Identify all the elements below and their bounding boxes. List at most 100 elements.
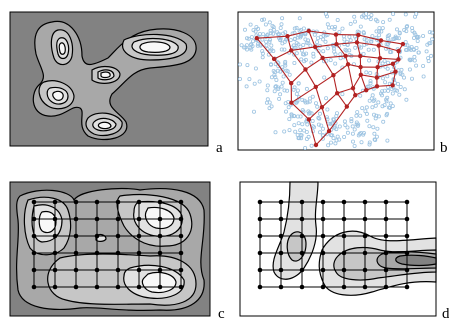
grid-node <box>73 199 79 205</box>
grid-node <box>383 267 389 273</box>
scatter-point <box>342 37 347 42</box>
scatter-point <box>264 100 269 105</box>
scatter-point <box>369 13 374 18</box>
scatter-point <box>371 125 376 130</box>
grid-node <box>299 233 305 239</box>
scatter-point <box>371 98 376 103</box>
scatter-point <box>268 62 273 67</box>
scatter-point <box>306 111 311 116</box>
panel-a-contour-level-2 <box>38 29 188 137</box>
scatter-point <box>292 114 297 119</box>
scatter-point <box>410 28 415 33</box>
som-edge <box>290 69 306 84</box>
scatter-point <box>348 21 353 26</box>
scatter-point <box>342 119 347 124</box>
scatter-point <box>261 32 266 37</box>
scatter-point <box>267 39 272 44</box>
grid-node <box>404 233 410 239</box>
scatter-point <box>371 112 376 117</box>
som-node <box>396 57 401 62</box>
som-edge <box>308 30 316 48</box>
scatter-point <box>338 52 343 57</box>
scatter-point <box>367 142 372 147</box>
som-node <box>376 43 381 48</box>
grid-node <box>115 233 121 239</box>
som-edge <box>360 74 377 79</box>
som-node <box>358 72 364 78</box>
grid-node <box>320 267 326 273</box>
grid-node <box>73 284 79 290</box>
grid-node <box>115 267 121 273</box>
som-node <box>358 53 363 59</box>
scatter-point <box>395 82 400 87</box>
scatter-point <box>294 51 299 56</box>
som-edge <box>356 42 361 57</box>
scatter-point <box>271 31 276 36</box>
som-node <box>345 62 351 67</box>
scatter-point <box>353 45 358 50</box>
som-edge <box>315 130 330 146</box>
scatter-point <box>376 100 381 105</box>
scatter-point <box>294 41 299 46</box>
scatter-point <box>373 103 378 108</box>
grid-node <box>94 284 100 290</box>
scatter-point <box>257 79 262 84</box>
scatter-point <box>286 105 291 110</box>
scatter-point <box>384 42 389 47</box>
scatter-point <box>269 75 274 80</box>
scatter-point <box>245 63 250 68</box>
grid-node <box>362 284 368 290</box>
scatter-point <box>366 84 371 89</box>
scatter-point <box>300 98 305 103</box>
scatter-point <box>239 43 244 48</box>
som-edge <box>378 45 399 52</box>
scatter-point <box>388 101 393 106</box>
som-node <box>271 56 277 62</box>
grid-node <box>383 233 389 239</box>
scatter-point <box>404 29 409 34</box>
scatter-point <box>282 129 287 134</box>
grid-node <box>157 233 163 239</box>
scatter-point <box>349 119 354 124</box>
scatter-point <box>405 43 410 48</box>
grid-node <box>320 199 326 205</box>
scatter-point <box>368 79 373 84</box>
som-edge <box>291 46 316 52</box>
som-edge <box>328 106 348 132</box>
scatter-point <box>350 131 355 136</box>
scatter-point <box>335 17 340 22</box>
grid-node <box>320 233 326 239</box>
scatter-point <box>287 117 292 122</box>
scatter-point <box>309 60 314 65</box>
scatter-point <box>382 59 387 64</box>
scatter-point <box>278 25 283 30</box>
grid-node <box>278 284 284 290</box>
scatter-point <box>397 92 402 97</box>
grid-node <box>31 284 37 290</box>
som-node <box>303 67 308 72</box>
scatter-point <box>300 122 305 127</box>
som-edge <box>256 35 288 39</box>
som-node <box>313 84 318 90</box>
grid-node <box>341 199 347 205</box>
scatter-point <box>402 27 407 32</box>
scatter-point <box>264 43 269 48</box>
grid-node <box>115 216 121 222</box>
scatter-point <box>372 131 377 136</box>
som-edge <box>336 41 358 45</box>
grid-node <box>299 199 305 205</box>
grid-node <box>404 216 410 222</box>
scatter-point <box>267 37 272 42</box>
scatter-point <box>251 109 256 114</box>
scatter-point <box>387 17 392 22</box>
scatter-point <box>396 36 401 41</box>
scatter-point <box>303 57 308 62</box>
scatter-point <box>354 120 359 125</box>
scatter-point <box>348 38 353 43</box>
scatter-point <box>292 85 297 90</box>
scatter-point <box>242 45 247 50</box>
grid-node <box>257 250 263 256</box>
scatter-point <box>292 61 297 66</box>
som-edge <box>291 86 317 104</box>
scatter-point <box>299 57 304 62</box>
